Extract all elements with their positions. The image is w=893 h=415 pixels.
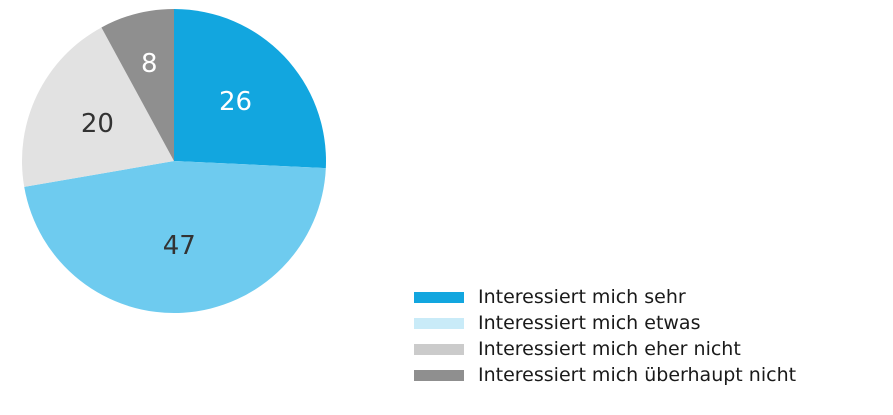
legend-item-eher-nicht: Interessiert mich eher nicht: [414, 336, 796, 362]
legend-label-ueberhaupt-nicht: Interessiert mich überhaupt nicht: [478, 364, 797, 386]
legend-label-sehr: Interessiert mich sehr: [478, 286, 686, 308]
legend-item-ueberhaupt-nicht: Interessiert mich überhaupt nicht: [414, 362, 796, 388]
legend-swatch-etwas: [414, 317, 464, 329]
legend-item-etwas: Interessiert mich etwas: [414, 310, 796, 336]
pie-slice-eher-nicht: [21, 27, 174, 187]
pie-slice-sehr: [174, 9, 327, 169]
pie-slice-etwas: [24, 161, 326, 313]
legend-swatch-sehr: [414, 291, 464, 303]
legend-swatch-ueberhaupt-nicht: [414, 369, 464, 381]
legend-label-etwas: Interessiert mich etwas: [478, 312, 701, 334]
pie-slice-ueberhaupt-nicht: [101, 9, 174, 161]
slice-value-label-ueberhaupt-nicht: 8: [141, 49, 158, 79]
slice-value-label-sehr: 26: [219, 87, 252, 117]
slice-value-label-eher-nicht: 20: [81, 109, 114, 139]
legend-label-eher-nicht: Interessiert mich eher nicht: [478, 338, 741, 360]
legend-item-sehr: Interessiert mich sehr: [414, 284, 796, 310]
slice-value-label-etwas: 47: [163, 231, 196, 261]
legend: Interessiert mich sehr Interessiert mich…: [414, 284, 796, 388]
legend-swatch-eher-nicht: [414, 343, 464, 355]
